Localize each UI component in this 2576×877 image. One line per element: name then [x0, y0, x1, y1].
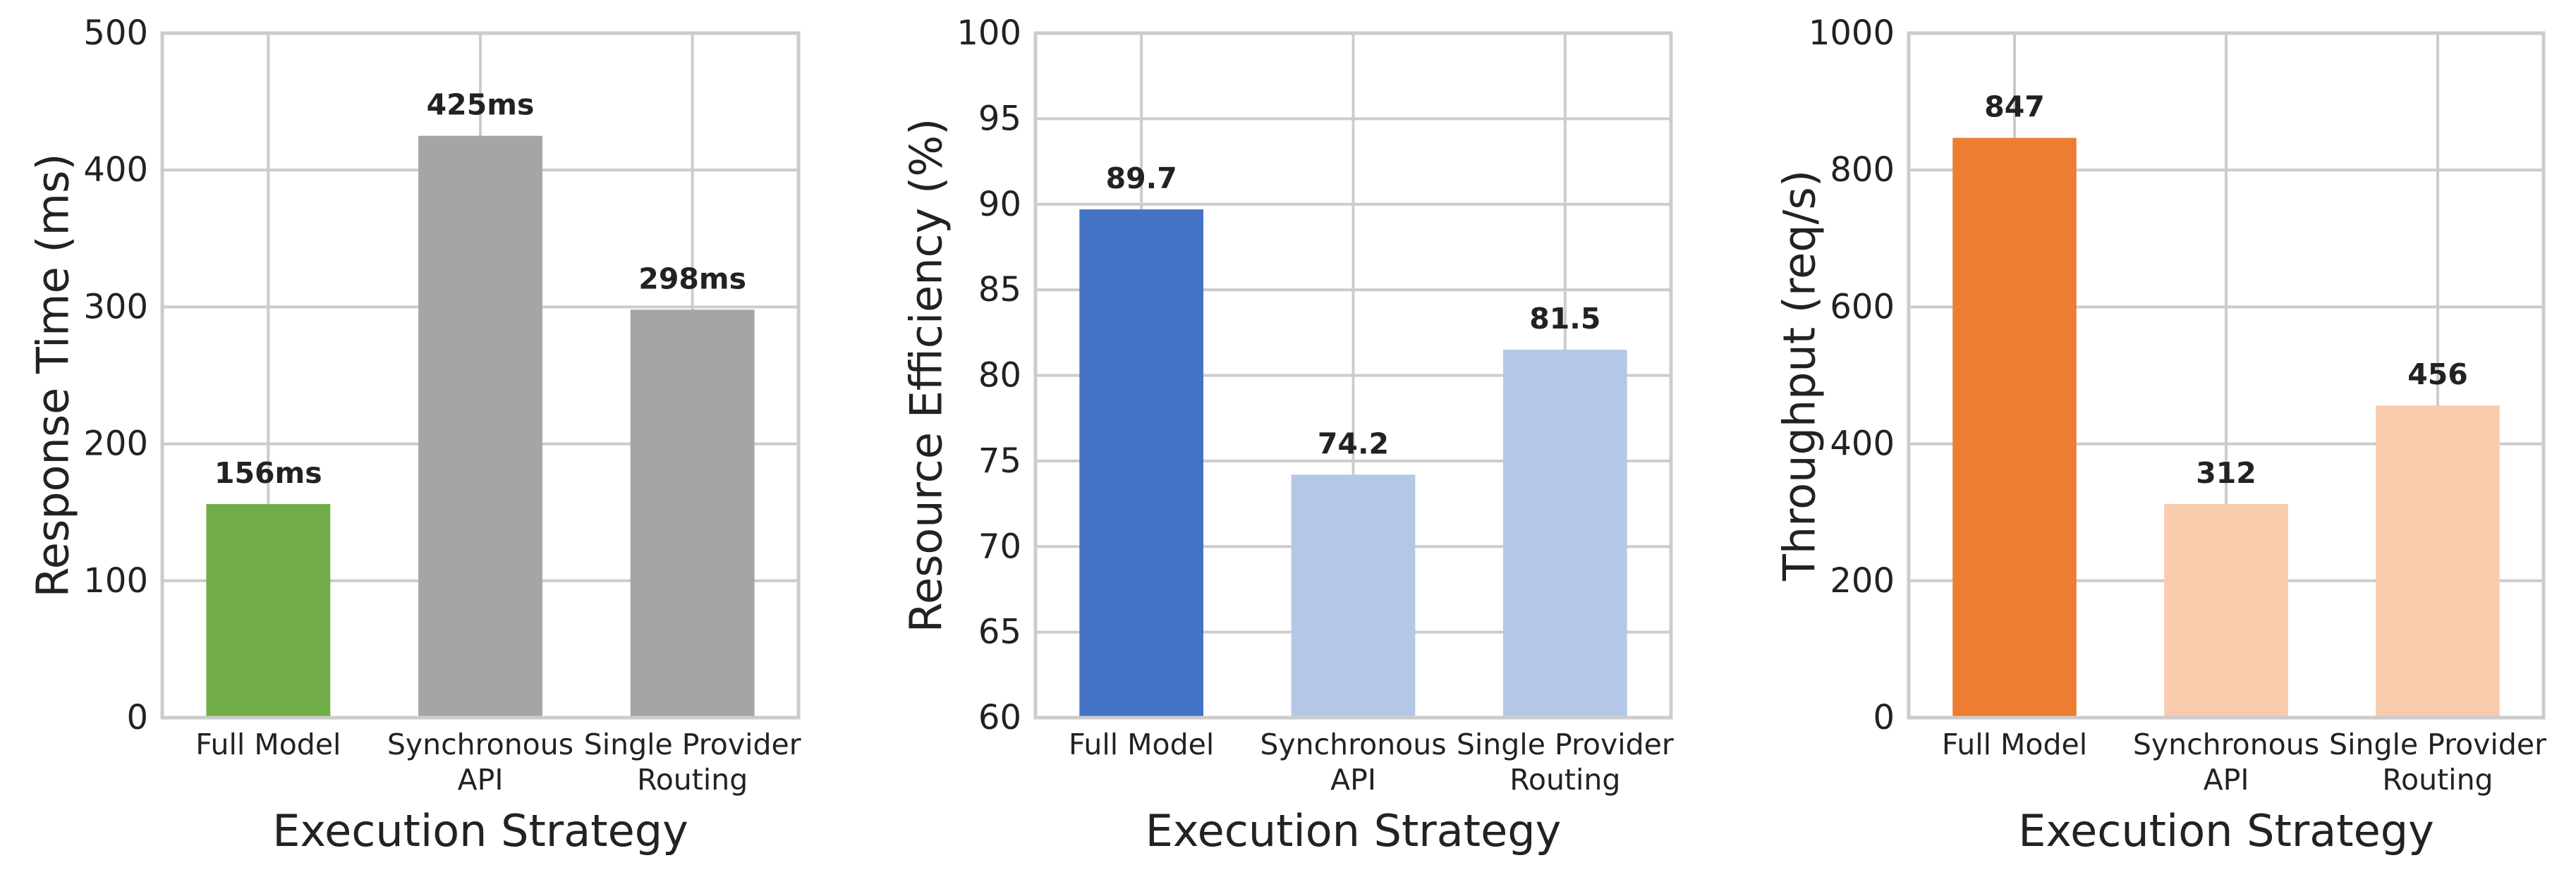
y-tick-label: 75: [978, 441, 1021, 481]
x-tick-label-line: Routing: [1509, 763, 1620, 797]
x-tick-label-line: Routing: [637, 763, 748, 797]
x-tick-label: Single Provider Routing: [584, 728, 801, 797]
y-axis-title: Throughput (req/s): [1774, 170, 1825, 582]
x-tick-label-line: Single Provider: [1457, 728, 1674, 761]
y-tick-label: 70: [978, 527, 1021, 566]
x-tick-label-line: Synchronous: [387, 728, 573, 761]
bar-2: [2164, 504, 2288, 718]
bar-2: [1291, 474, 1416, 718]
y-tick-label: 400: [83, 150, 148, 190]
x-tick-label: Full Model: [1069, 728, 1214, 761]
plot-frame: [1033, 31, 1673, 720]
y-axis-title: Response Time (ms): [28, 154, 79, 598]
x-tick-label-line: Routing: [2382, 763, 2493, 797]
value-label: 312: [2196, 456, 2256, 490]
x-tick-label: Full Model: [1942, 728, 2087, 761]
x-tick-label-line: Single Provider: [2329, 728, 2546, 761]
y-tick-label: 400: [1830, 424, 1895, 464]
y-tick-label: 200: [83, 424, 148, 464]
x-tick-label-line: Synchronous: [1260, 728, 1446, 761]
x-tick-label-line: API: [2204, 763, 2249, 797]
chart-panel-2: 60 65 70 75 80 85 90 95 100 89.7 74.2 81.5 Full Mode…: [901, 13, 1674, 857]
y-tick-label: 300: [83, 287, 148, 326]
y-tick-label: 1000: [1809, 13, 1895, 53]
x-tick-label: Synchronous API: [2133, 728, 2319, 797]
bar-1: [1079, 209, 1204, 718]
bar-1: [206, 504, 331, 718]
plot-frame: [1907, 31, 2546, 720]
x-tick-label-line: Full Model: [195, 728, 341, 761]
x-axis-title: Execution Strategy: [1146, 805, 1562, 857]
y-tick-label: 0: [1873, 698, 1895, 737]
x-tick-label-line: Full Model: [1942, 728, 2087, 761]
value-label: 298ms: [638, 262, 746, 295]
value-label: 456: [2407, 357, 2468, 391]
x-tick-label-line: Single Provider: [584, 728, 801, 761]
chart-panel-3: 0 200 400 600 800 1000 847 312 456 Full Model Sync…: [1774, 13, 2547, 857]
y-tick-label: 85: [978, 270, 1021, 309]
y-tick-label: 90: [978, 185, 1021, 224]
value-label: 81.5: [1529, 302, 1600, 336]
y-tick-label: 100: [83, 561, 148, 601]
chart-panel-1: 0 100 200 300 400 500 156ms 425ms 298ms Full Mode…: [28, 13, 801, 857]
value-label: 156ms: [214, 456, 322, 490]
y-tick-label: 800: [1830, 150, 1895, 190]
bar-3: [1502, 350, 1627, 718]
bar-1: [1952, 137, 2077, 718]
value-label: 847: [1984, 90, 2045, 124]
value-label: 425ms: [427, 88, 535, 122]
y-tick-label: 60: [978, 698, 1021, 737]
x-tick-label-line: API: [458, 763, 504, 797]
y-tick-label: 80: [978, 356, 1021, 395]
bar-3: [2376, 405, 2500, 718]
x-tick-label: Single Provider Routing: [1457, 728, 1674, 797]
y-axis-title: Resource Efficiency (%): [901, 118, 952, 633]
y-tick-label: 65: [978, 613, 1021, 652]
value-label: 89.7: [1106, 161, 1177, 195]
x-tick-label: Synchronous API: [387, 728, 573, 797]
x-tick-label-line: Full Model: [1069, 728, 1214, 761]
y-tick-label: 200: [1830, 561, 1895, 601]
x-axis-title: Execution Strategy: [2018, 805, 2434, 857]
y-tick-label: 600: [1830, 287, 1895, 326]
x-tick-label: Single Provider Routing: [2329, 728, 2546, 797]
x-tick-label-line: API: [1330, 763, 1376, 797]
y-tick-label: 500: [83, 13, 148, 53]
bar-3: [630, 309, 755, 718]
y-tick-label: 0: [126, 698, 148, 737]
y-tick-label: 100: [956, 13, 1021, 53]
x-axis-title: Execution Strategy: [272, 805, 688, 857]
x-tick-label-line: Synchronous: [2133, 728, 2319, 761]
plot-frame: [160, 31, 801, 720]
y-tick-label: 95: [978, 99, 1021, 138]
bar-2: [418, 135, 542, 718]
x-tick-label: Full Model: [195, 728, 341, 761]
value-label: 74.2: [1318, 427, 1389, 460]
x-tick-label: Synchronous API: [1260, 728, 1446, 797]
